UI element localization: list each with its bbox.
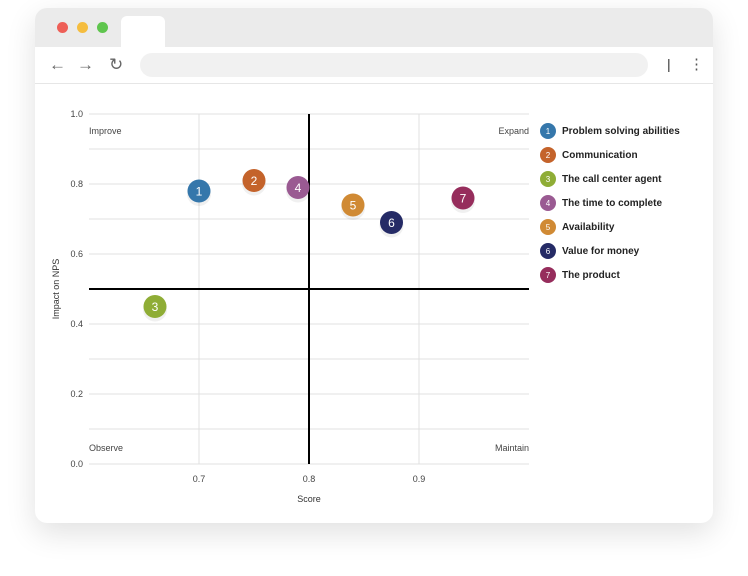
browser-window: ← → ↻ | ⋮ [35,8,713,523]
quadrant-label-top-left: Improve [89,126,122,136]
data-point-4 [286,176,310,199]
quadrant-label-bottom-left: Observe [89,443,123,453]
data-point-label: 2 [251,174,258,188]
y-tick-label: 0.4 [70,319,83,329]
forward-arrow-icon[interactable]: → [77,55,94,74]
data-point-label: 5 [350,199,357,213]
legend-marker: 3 [540,171,556,187]
data-point-7 [451,186,475,210]
legend-item[interactable]: 5 Availability [540,219,614,235]
x-tick-label: 0.7 [193,474,206,484]
legend-label: The product [562,269,620,281]
data-point-label: 7 [460,192,467,206]
close-window-button[interactable] [57,22,68,33]
legend-label: The time to complete [562,197,663,209]
legend-item[interactable]: 3 The call center agent [540,171,661,187]
x-axis-label: Score [297,494,321,504]
data-point-label: 1 [196,185,203,199]
x-tick-label: 0.8 [303,474,316,484]
legend-marker: 2 [540,147,556,163]
legend-marker: 7 [540,267,556,283]
y-tick-label: 0.0 [70,459,83,469]
legend-marker: 6 [540,243,556,259]
y-tick-label: 0.6 [70,249,83,259]
address-bar[interactable] [140,53,648,77]
legend-label: Availability [562,221,615,233]
y-tick-label: 1.0 [70,109,83,119]
data-point-6 [380,211,403,234]
y-tick-label: 0.8 [70,179,83,189]
legend-marker: 4 [540,195,556,211]
legend-item[interactable]: 6 Value for money [540,243,639,259]
legend-marker: 1 [540,123,556,139]
cursor-bar-icon: | [667,56,671,72]
data-point-2 [242,169,266,192]
back-arrow-icon[interactable]: ← [49,55,66,74]
maximize-window-button[interactable] [97,22,108,33]
x-tick-label: 0.9 [413,474,426,484]
data-point-1 [187,179,211,203]
browser-tab[interactable] [121,16,165,47]
legend-item[interactable]: 2 Communication [540,147,638,163]
title-bar [35,8,713,47]
legend-label: Problem solving abilities [562,125,680,137]
legend-item[interactable]: 1 Problem solving abilities [540,123,680,139]
legend-label: The call center agent [562,173,662,185]
minimize-window-button[interactable] [77,22,88,33]
browser-toolbar: ← → ↻ | ⋮ [35,47,713,84]
legend-item[interactable]: 4 The time to complete [540,195,662,211]
data-point-5 [341,193,365,217]
more-menu-icon[interactable]: ⋮ [689,56,704,73]
reload-icon[interactable]: ↻ [109,55,124,74]
quadrant-label-top-right: Expand [498,126,529,136]
data-point-label: 3 [152,300,159,314]
legend-label: Communication [562,149,638,161]
legend-label: Value for money [562,245,640,257]
y-tick-label: 0.2 [70,389,83,399]
legend-marker: 5 [540,219,556,235]
data-point-label: 4 [295,181,302,195]
data-point-label: 6 [388,216,395,230]
data-point-3 [143,295,167,318]
quadrant-label-bottom-right: Maintain [495,443,529,453]
legend-item[interactable]: 7 The product [540,267,620,283]
y-axis-label: Impact on NPS [51,259,61,320]
